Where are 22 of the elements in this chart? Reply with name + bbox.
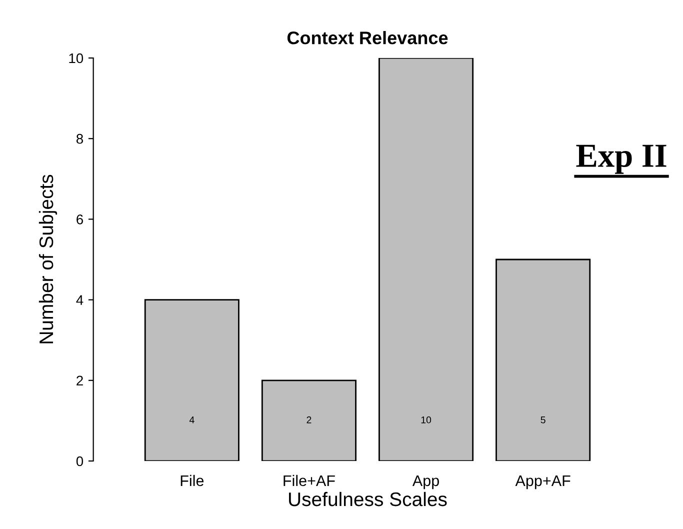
bar [144,299,240,461]
data-label: 5 [540,416,546,424]
y-axis-title: Number of Subjects [38,174,58,344]
x-tick-label: File [180,474,204,486]
y-tick-label: 10 [69,53,84,64]
chart-title: Context Relevance [287,31,448,44]
y-tick-label: 8 [76,134,84,144]
y-tick-label: 6 [76,214,83,224]
bar [261,380,356,461]
y-tick-label: 0 [76,456,84,466]
x-tick-label: App+AF [515,475,570,490]
x-tick-label: App [412,475,439,490]
y-tick-label: 2 [76,376,83,386]
y-tick-label: 4 [76,295,84,305]
data-label: 2 [306,416,312,424]
data-label: 4 [189,416,194,424]
x-axis-title: Usefulness Scales [289,492,447,506]
x-tick-label: File+AF [284,474,335,486]
data-label: 10 [421,416,432,424]
annotation: Exp II [576,144,666,174]
bar [378,58,474,461]
bar [496,258,591,461]
